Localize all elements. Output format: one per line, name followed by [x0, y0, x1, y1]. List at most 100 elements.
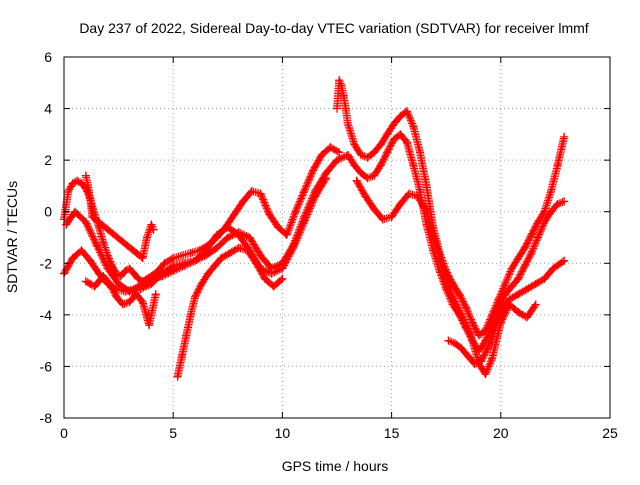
x-tick-label: 20: [493, 425, 509, 441]
data-point: [94, 269, 103, 278]
data-point: [357, 150, 366, 159]
data-point: [415, 187, 424, 196]
data-point: [466, 328, 475, 337]
data-point: [125, 297, 134, 306]
data-point: [260, 274, 269, 283]
data-point: [507, 282, 516, 291]
data-point: [77, 246, 86, 255]
data-point: [300, 218, 309, 227]
data-points: [60, 76, 569, 381]
data-point: [94, 277, 103, 286]
data-point: [282, 230, 291, 239]
data-point: [112, 292, 121, 301]
data-point: [118, 300, 127, 309]
x-axis-title: GPS time / hours: [282, 458, 389, 474]
data-point: [191, 256, 200, 265]
data-point: [350, 140, 359, 149]
data-point: [337, 81, 346, 90]
data-point: [514, 274, 523, 283]
data-point: [234, 243, 243, 252]
data-point: [291, 207, 300, 216]
data-point: [267, 269, 276, 278]
series-track-d: [173, 243, 287, 381]
data-point: [151, 290, 160, 299]
data-point: [210, 261, 219, 270]
y-axis-title: SDTVAR / TECUs: [4, 181, 20, 293]
data-point: [311, 192, 320, 201]
y-tick-label: 6: [44, 49, 52, 65]
data-point: [88, 212, 97, 221]
data-point: [402, 107, 411, 116]
data-point: [99, 238, 108, 247]
series-track-h: [343, 130, 569, 355]
data-point: [239, 197, 248, 206]
data-point: [223, 223, 232, 232]
data-point: [383, 130, 392, 139]
x-tick-label: 25: [602, 425, 618, 441]
data-point: [370, 205, 379, 214]
data-point: [278, 274, 287, 283]
data-point: [92, 241, 101, 250]
data-point: [142, 233, 151, 242]
data-point: [523, 285, 532, 294]
data-point: [191, 292, 200, 301]
data-point: [138, 297, 147, 306]
data-point: [514, 290, 523, 299]
data-point: [81, 171, 90, 180]
data-point: [125, 264, 134, 273]
data-point: [501, 279, 510, 288]
data-point: [186, 248, 195, 257]
data-point: [422, 181, 431, 190]
data-point: [230, 210, 239, 219]
data-point: [103, 264, 112, 273]
data-point: [533, 233, 542, 242]
data-point: [145, 321, 154, 330]
data-point: [540, 274, 549, 283]
series-track-c: [60, 174, 331, 296]
data-point: [507, 264, 516, 273]
data-point: [333, 156, 341, 165]
data-point: [361, 192, 370, 201]
data-point: [547, 187, 556, 196]
data-point: [243, 246, 252, 255]
data-point: [197, 279, 206, 288]
data-point: [84, 181, 93, 190]
data-point: [448, 279, 457, 288]
data-point: [444, 336, 453, 345]
data-point: [147, 274, 156, 283]
data-point: [333, 104, 341, 113]
data-point: [450, 339, 459, 348]
data-point: [64, 187, 73, 196]
data-point: [531, 300, 540, 309]
y-tick-label: 2: [44, 152, 52, 168]
data-point: [245, 233, 254, 242]
data-point: [514, 254, 523, 263]
data-point: [186, 310, 195, 319]
x-tick-label: 15: [384, 425, 400, 441]
data-point: [308, 166, 317, 175]
data-point: [341, 104, 350, 113]
data-point: [457, 344, 466, 353]
chart-title: Day 237 of 2022, Sidereal Day-to-day VTE…: [79, 20, 588, 36]
data-point: [335, 148, 344, 157]
data-point: [129, 285, 138, 294]
data-point: [560, 197, 569, 206]
data-point: [317, 150, 326, 159]
data-point: [129, 269, 138, 278]
data-point: [527, 230, 536, 239]
data-point: [483, 344, 492, 353]
data-point: [339, 91, 348, 100]
data-point: [378, 215, 387, 224]
data-point: [86, 279, 95, 288]
data-point: [256, 189, 265, 198]
axis-ticks: 0 5 10 15 20 25 -8 -6 -4 -2 0 2 4 6: [40, 49, 618, 441]
x-tick-label: 0: [60, 425, 68, 441]
data-point: [86, 194, 95, 203]
data-point: [105, 279, 114, 288]
data-point: [335, 76, 344, 85]
data-point: [343, 120, 352, 129]
data-point: [501, 290, 510, 299]
data-point: [531, 279, 540, 288]
data-point: [247, 187, 256, 196]
data-point: [547, 207, 556, 216]
